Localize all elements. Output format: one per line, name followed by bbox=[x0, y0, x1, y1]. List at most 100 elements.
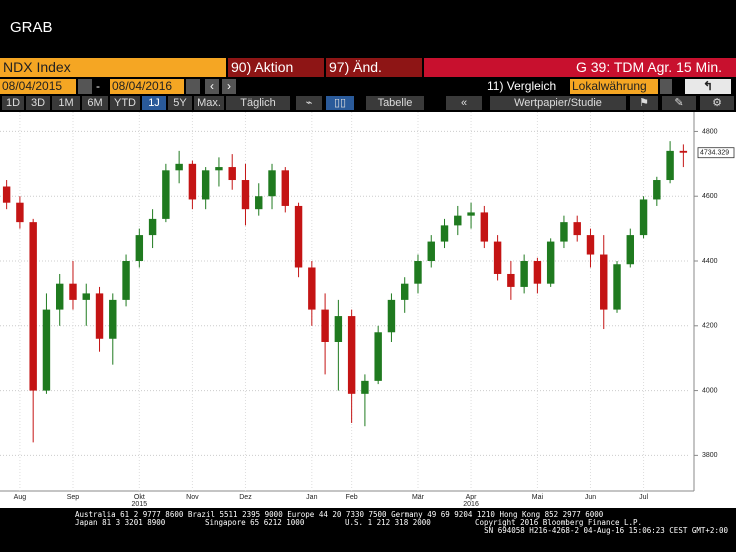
candle-body bbox=[600, 254, 608, 310]
candle-body bbox=[361, 380, 369, 394]
calendar-button[interactable] bbox=[78, 79, 92, 94]
candle-body bbox=[586, 235, 595, 255]
period-button[interactable]: 1D bbox=[2, 96, 24, 110]
candle-body bbox=[109, 299, 117, 339]
line-chart-button[interactable]: ⌁ bbox=[296, 96, 322, 110]
chart-background bbox=[0, 112, 736, 508]
x-tick-label: Nov bbox=[186, 494, 199, 501]
currency-dropdown[interactable] bbox=[660, 79, 672, 94]
candle-body bbox=[334, 316, 343, 342]
period-button[interactable]: Max. bbox=[194, 96, 224, 110]
last-value-box bbox=[697, 147, 735, 159]
candle-body bbox=[520, 261, 528, 287]
period-button[interactable]: 3D bbox=[26, 96, 50, 110]
candle-body bbox=[347, 316, 356, 394]
period-button[interactable]: 6M bbox=[82, 96, 108, 110]
x-tick-label: Jun bbox=[585, 494, 596, 501]
collapse-button[interactable]: « bbox=[446, 96, 482, 110]
period-button[interactable]: 1M bbox=[52, 96, 80, 110]
candle-body bbox=[440, 225, 449, 242]
candle-body bbox=[201, 170, 210, 200]
edit-button[interactable]: ✎ bbox=[662, 96, 696, 110]
security-field[interactable]: NDX Index bbox=[0, 58, 226, 77]
x-year-label: 2016 bbox=[463, 501, 479, 508]
y-tick-label: 4000 bbox=[702, 387, 718, 394]
flag-button[interactable]: ⚑ bbox=[630, 96, 658, 110]
candle-body bbox=[653, 180, 661, 200]
compare-button[interactable]: 11) Vergleich bbox=[487, 79, 557, 93]
contact: Japan 81 3 3201 8900 bbox=[75, 518, 166, 527]
table-button[interactable]: Tabelle bbox=[366, 96, 424, 110]
candle-body bbox=[188, 163, 197, 200]
x-tick-label: Dez bbox=[239, 494, 252, 501]
candle-body bbox=[175, 163, 183, 171]
chart-title: G 39: TDM Agr. 15 Min. bbox=[424, 58, 736, 77]
prev-button[interactable]: ‹ bbox=[205, 79, 219, 94]
currency-field[interactable]: Lokalwährung bbox=[570, 79, 658, 94]
y-tick-label: 3800 bbox=[702, 452, 718, 459]
candle-body bbox=[16, 202, 24, 223]
copyright: Copyright 2016 Bloomberg Finance L.P. bbox=[475, 518, 643, 527]
period-button[interactable]: 5Y bbox=[168, 96, 192, 110]
date-separator: - bbox=[96, 79, 100, 93]
candle-body bbox=[480, 212, 489, 242]
candle-body bbox=[95, 293, 104, 339]
candle-body bbox=[294, 205, 303, 268]
candle-body bbox=[493, 241, 502, 274]
candle-body bbox=[268, 170, 276, 197]
candle-body bbox=[82, 293, 90, 300]
y-tick-label: 4200 bbox=[702, 323, 718, 330]
candle-body bbox=[454, 215, 462, 226]
period-button-active[interactable]: 1J bbox=[142, 96, 166, 110]
candle-body bbox=[69, 283, 77, 300]
contact: U.S. 1 212 318 2000 bbox=[345, 518, 431, 527]
candle-body bbox=[148, 218, 157, 236]
x-tick-label: Feb bbox=[346, 494, 358, 501]
last-value-label: 4734.329 bbox=[700, 150, 729, 157]
y-tick-label: 4600 bbox=[702, 193, 718, 200]
x-tick-label: Mär bbox=[412, 494, 425, 501]
contacts-line: Australia 61 2 9777 8600 Brazil 5511 239… bbox=[75, 510, 604, 519]
settings-button[interactable]: ⚙ bbox=[700, 96, 734, 110]
start-date[interactable]: 08/04/2015 bbox=[0, 79, 76, 94]
candle-body bbox=[639, 199, 648, 236]
candle-body bbox=[215, 167, 223, 171]
action-menu[interactable]: 90) Aktion bbox=[228, 58, 324, 77]
candle-body bbox=[42, 309, 51, 391]
security-study-button[interactable]: Wertpapier/Studie bbox=[490, 96, 626, 110]
candle-body bbox=[573, 222, 581, 236]
candle-body bbox=[560, 222, 568, 242]
candle-body bbox=[308, 267, 316, 310]
candle-body bbox=[374, 332, 382, 381]
period-button[interactable]: YTD bbox=[110, 96, 140, 110]
contact: Singapore 65 6212 1000 bbox=[205, 518, 305, 527]
session-info: SN 694058 H216-4268-2 04-Aug-16 15:06:23… bbox=[484, 526, 728, 535]
x-tick-label: Aug bbox=[14, 494, 27, 501]
frequency-menu[interactable]: Täglich bbox=[226, 96, 290, 110]
candle-body bbox=[162, 170, 170, 219]
candle-body bbox=[135, 235, 144, 262]
candle-body bbox=[321, 309, 329, 342]
window-title: GRAB bbox=[10, 19, 53, 36]
calendar-button[interactable] bbox=[186, 79, 200, 94]
x-tick-label: Jul bbox=[639, 494, 648, 501]
candle-body bbox=[613, 264, 621, 310]
next-button[interactable]: › bbox=[222, 79, 236, 94]
candle-body bbox=[387, 299, 396, 333]
change-menu[interactable]: 97) Änd. bbox=[326, 58, 422, 77]
candle-body bbox=[400, 283, 409, 300]
candle-body bbox=[679, 150, 688, 153]
candle-body bbox=[467, 212, 475, 216]
x-tick-label: Sep bbox=[67, 494, 80, 501]
candle-body bbox=[241, 180, 250, 210]
candle-chart-button[interactable]: ▯▯ bbox=[326, 96, 354, 110]
candle-body bbox=[546, 241, 555, 284]
y-tick-label: 4400 bbox=[702, 258, 718, 265]
x-tick-label: Apr bbox=[466, 494, 478, 501]
candle-body bbox=[228, 167, 236, 181]
back-button[interactable]: ↰ bbox=[685, 79, 731, 94]
end-date[interactable]: 08/04/2016 bbox=[110, 79, 184, 94]
x-tick-label: Jan bbox=[306, 494, 317, 501]
